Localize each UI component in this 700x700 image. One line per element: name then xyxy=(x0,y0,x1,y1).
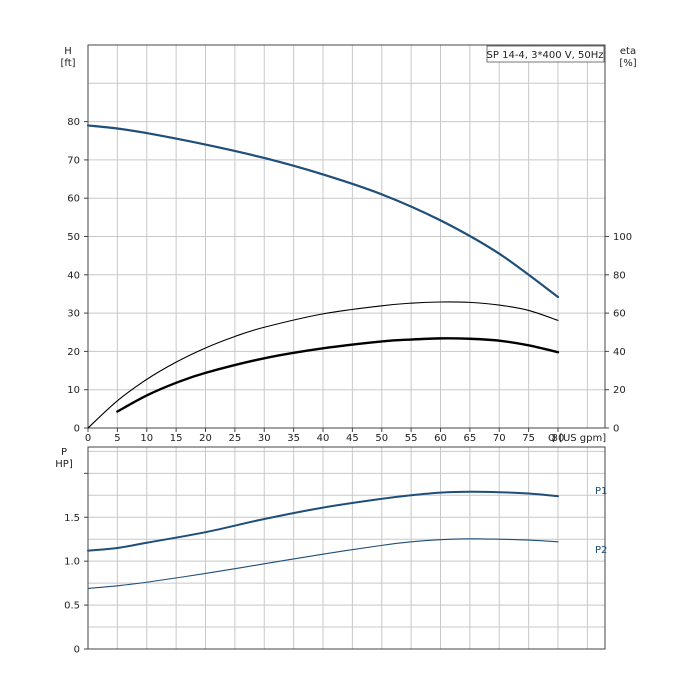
h-axis-unit: [ft] xyxy=(60,58,75,69)
power-ticks: 0 0.5 1.0 1.5 xyxy=(64,472,88,656)
p-tick-label: 1.5 xyxy=(64,513,80,524)
x-tick-label: 40 xyxy=(317,433,330,444)
x-tick-label: 30 xyxy=(258,433,271,444)
chart-title: SP 14-4, 3*400 V, 50Hz xyxy=(487,50,604,61)
head-eta-grid xyxy=(88,45,605,428)
head-eta-ticks: 0 5 10 15 20 25 30 35 40 45 50 55 60 65 70 75 80 0 10 20 30 4… xyxy=(67,117,632,444)
x-tick-label: 60 xyxy=(434,433,447,444)
x-tick-label: 75 xyxy=(522,433,535,444)
h-tick-label: 0 xyxy=(74,424,80,435)
power-grid xyxy=(88,447,605,649)
h-tick-label: 10 xyxy=(67,385,80,396)
eta-tick-label: 20 xyxy=(613,385,626,396)
p-tick-label: 0 xyxy=(74,645,80,656)
eta-tick-label: 40 xyxy=(613,347,626,358)
chart-title-box xyxy=(486,45,605,63)
power-plot-frame xyxy=(87,446,606,650)
x-tick-label: 0 xyxy=(85,433,91,444)
p2-series-label: P2 xyxy=(595,545,607,556)
eta-curve-thin xyxy=(87,301,559,429)
x-tick-label: 70 xyxy=(493,433,506,444)
p-tick-label: 1.0 xyxy=(64,557,80,568)
eta-axis-label: eta xyxy=(620,46,636,57)
head-curve xyxy=(86,124,560,299)
x-tick-label: 20 xyxy=(199,433,212,444)
x-tick-label: 35 xyxy=(287,433,300,444)
x-tick-label: 55 xyxy=(405,433,418,444)
x-tick-label: 15 xyxy=(170,433,183,444)
p1-curve xyxy=(87,490,559,552)
p-tick-label: 0.5 xyxy=(64,601,80,612)
p2-curve xyxy=(87,538,559,589)
x-tick-label: 45 xyxy=(346,433,359,444)
x-tick-label: 25 xyxy=(229,433,242,444)
eta-tick-label: 80 xyxy=(613,270,626,281)
x-tick-label: 10 xyxy=(140,433,153,444)
h-tick-label: 80 xyxy=(67,117,80,128)
eta-tick-label: 0 xyxy=(613,424,619,435)
h-tick-label: 40 xyxy=(67,270,80,281)
x-tick-label: 5 xyxy=(114,433,120,444)
x-axis-label: Q [US gpm] xyxy=(548,433,606,444)
head-eta-curves xyxy=(86,124,560,429)
h-tick-label: 50 xyxy=(67,232,80,243)
x-tick-label: 80 xyxy=(552,433,565,444)
h-tick-label: 70 xyxy=(67,155,80,166)
power-curves xyxy=(87,490,559,589)
eta-tick-label: 100 xyxy=(613,232,632,243)
p-axis-unit: HP] xyxy=(55,459,73,470)
h-axis-label: H xyxy=(64,46,72,57)
eta-axis-unit: [%] xyxy=(619,58,636,69)
x-tick-label: 65 xyxy=(464,433,477,444)
x-tick-label: 50 xyxy=(375,433,388,444)
p-axis-label: P xyxy=(61,447,67,458)
h-tick-label: 20 xyxy=(67,347,80,358)
eta-tick-label: 60 xyxy=(613,309,626,320)
eta-curve-bold xyxy=(116,337,560,413)
h-tick-label: 30 xyxy=(67,309,80,320)
h-tick-label: 60 xyxy=(67,194,80,205)
p1-series-label: P1 xyxy=(595,486,607,497)
